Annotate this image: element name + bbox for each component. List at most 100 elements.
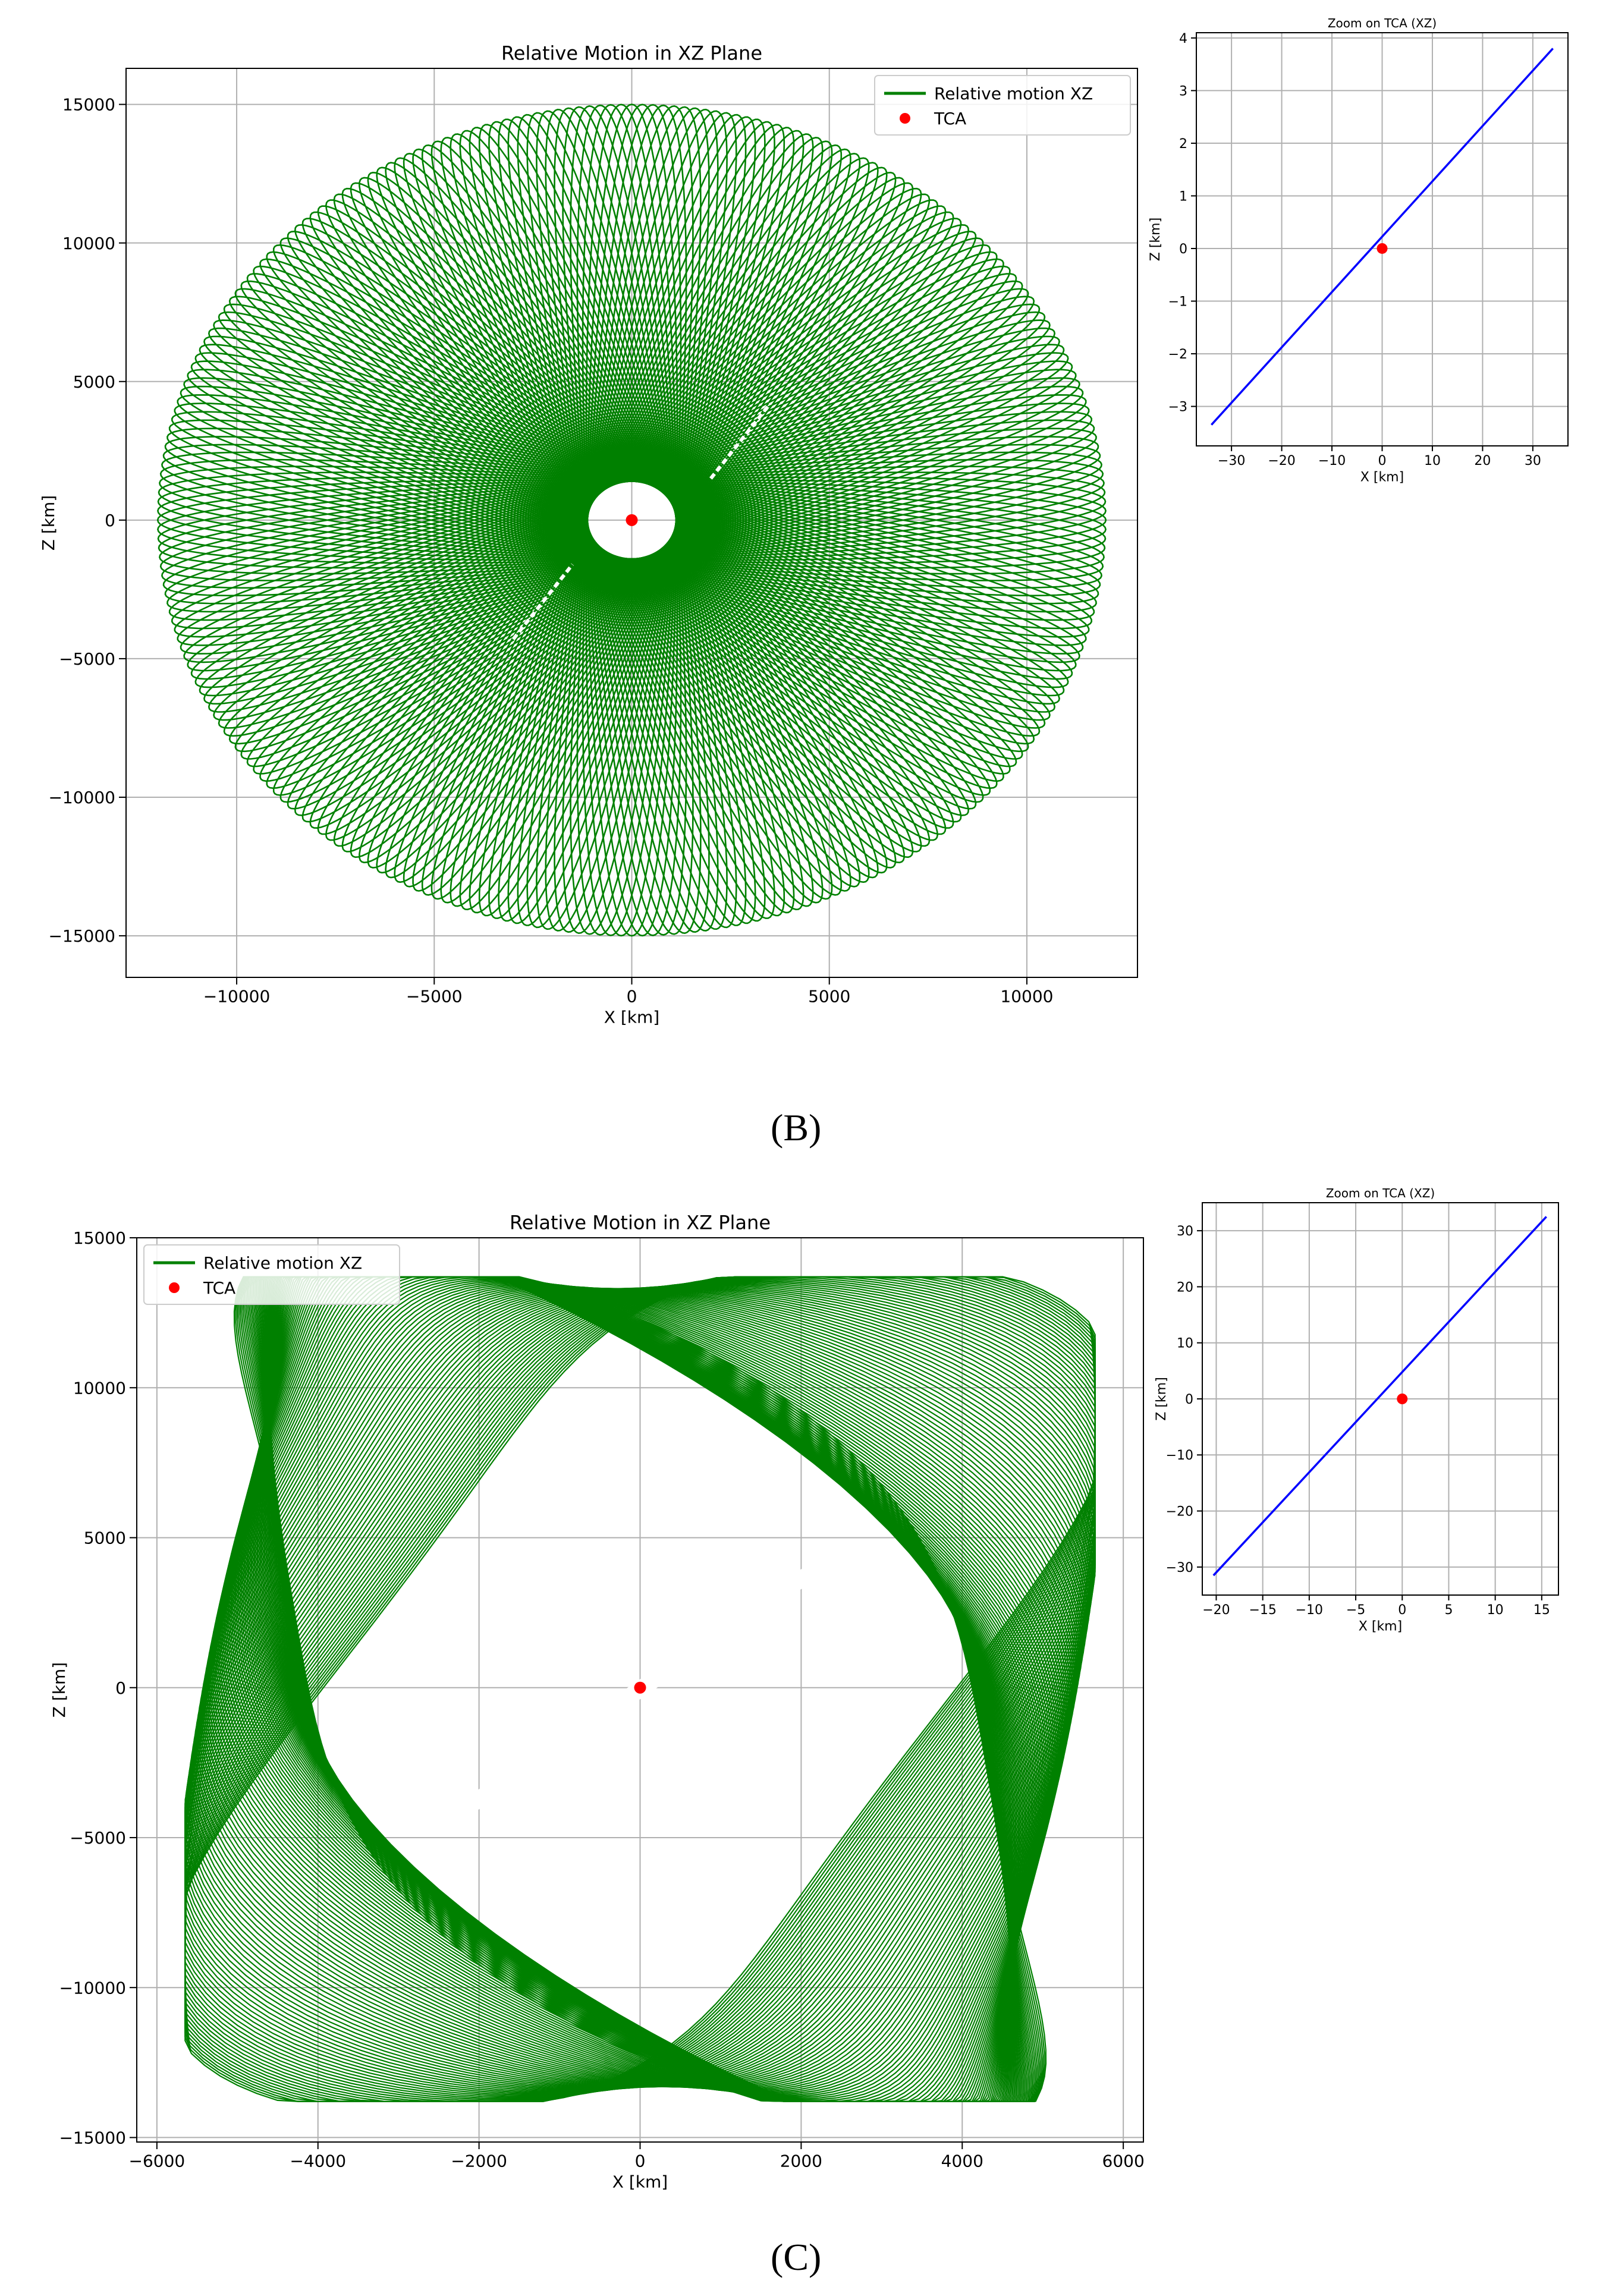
y-tick-label: −5000 (70, 1828, 126, 1848)
orbit-ellipse (421, 144, 843, 896)
orbit-ellipse (200, 1278, 1080, 2097)
plot-frame (136, 1237, 1144, 2143)
legend-box (874, 75, 1131, 136)
orbit-ellipse (576, 104, 687, 936)
y-tick-label: 15000 (62, 95, 115, 115)
orbit-ellipse (478, 124, 785, 917)
orbit-ellipse (184, 1277, 1096, 2098)
x-tick-label: 10 (1487, 1603, 1504, 1618)
orbit-ellipse (301, 218, 962, 823)
orbit-ellipse (157, 479, 1107, 561)
y-tick-label: 20 (1177, 1280, 1193, 1295)
orbit-ellipse (201, 1277, 1079, 2098)
orbit-ellipse (208, 327, 1056, 713)
orbit-ellipse (162, 444, 1101, 597)
y-tick-label: 10 (1177, 1336, 1193, 1351)
orbit-ellipse (223, 303, 1041, 737)
orbit-ellipse (562, 106, 702, 935)
orbit-ellipse (478, 124, 785, 917)
orbit-ellipse (240, 280, 1023, 760)
orbit-ellipse (325, 199, 939, 841)
orbit-ellipse (272, 244, 991, 796)
orbit-ellipse (187, 1287, 1093, 2089)
x-axis-label: X [km] (604, 1007, 659, 1027)
x-tick-label: 6000 (1102, 2151, 1145, 2171)
orbit-ellipse (210, 1276, 1070, 2102)
orbit-ellipse (350, 182, 914, 858)
orbit-ellipse (194, 352, 1069, 688)
orbit-ellipse (430, 140, 833, 900)
legend-label: Relative motion XZ (934, 84, 1093, 103)
orbit-ellipse (184, 1286, 1096, 2090)
orbit-ellipse (570, 105, 694, 935)
x-tick-label: 10 (1424, 454, 1441, 468)
y-tick-label: −10 (1166, 1448, 1193, 1463)
orbit-ellipse (218, 311, 1046, 729)
b-main-chart: −10000 −5000 0 5000 10000 −15000 −10000 −5000 0 5… (39, 42, 1138, 1027)
y-tick-label: −5000 (59, 649, 115, 669)
x-tick-label: −10 (1318, 454, 1346, 468)
orbit-ellipse (309, 211, 954, 829)
orbit-ellipse (184, 1287, 1096, 2089)
orbit-ellipse (403, 152, 861, 888)
orbit-ellipse (166, 427, 1097, 613)
orbit-ellipse (196, 1282, 1085, 2093)
orbit-ellipse (184, 1276, 1096, 2099)
y-tick-label: 5000 (84, 1528, 126, 1548)
orbit-ellipse (213, 319, 1051, 721)
legend-label: TCA (203, 1278, 235, 1298)
orbit-ellipse (253, 265, 1011, 775)
orbit-ellipse (199, 344, 1065, 697)
x-tick-label: −6000 (129, 2151, 186, 2171)
orbit-ellipse (184, 1288, 1096, 2088)
orbit-ellipse (161, 451, 1102, 589)
orbit-ellipse (367, 171, 897, 869)
orbit-ellipse (177, 394, 1087, 646)
tca-marker (626, 514, 638, 526)
chart-title: Relative Motion in XZ Plane (501, 42, 762, 65)
orbit-ellipse (498, 118, 766, 922)
orbit-ellipse (333, 193, 931, 847)
orbit-ellipse (412, 148, 851, 892)
x-tick-label: −4000 (290, 2151, 346, 2171)
x-tick-label: −5000 (406, 986, 463, 1006)
orbit-ellipse (202, 1276, 1078, 2100)
y-tick-label: 10000 (73, 1378, 126, 1398)
orbit-ellipse (570, 105, 694, 935)
orbit-ellipse (184, 1284, 1096, 2091)
gap-stroke (511, 563, 574, 641)
orbit-ellipse (272, 244, 991, 796)
orbit-ellipse (507, 116, 756, 924)
orbit-ellipse (576, 104, 687, 936)
y-tick-label: 0 (105, 511, 115, 530)
orbit-ellipse (211, 1276, 1069, 2102)
orbit-ellipse (194, 352, 1069, 688)
orbit-ellipse (174, 402, 1090, 638)
orbit-ellipse (171, 411, 1093, 630)
orbit-ellipse (394, 157, 870, 883)
orbit-ellipse (385, 162, 879, 879)
orbit-ellipse (488, 121, 775, 919)
orbit-ellipse (582, 103, 682, 936)
legend: Relative motion XZ TCA (143, 1244, 400, 1305)
gap-stroke (709, 402, 772, 480)
orbit-ellipse (189, 1287, 1091, 2089)
legend-marker-swatch (900, 113, 910, 124)
orbit-ellipse (184, 1282, 1096, 2093)
orbit-ellipse (430, 140, 833, 900)
orbit-ellipse (183, 377, 1080, 663)
x-tick-label: 10000 (1000, 986, 1053, 1006)
orbit-ellipse (191, 1285, 1089, 2090)
x-tick-label: 30 (1525, 454, 1541, 468)
orbit-ellipse (156, 480, 1107, 560)
orbit-ellipse (498, 118, 766, 922)
x-tick-label: −20 (1202, 1603, 1230, 1618)
orbit-ellipse (325, 199, 939, 841)
orbit-ellipse (294, 224, 970, 816)
y-tick-label: 15000 (73, 1228, 126, 1248)
orbit-ellipse (157, 476, 1107, 564)
plot-frame (1196, 32, 1569, 446)
orbit-ellipse (586, 103, 677, 937)
orbit-ellipse (184, 1287, 1096, 2088)
